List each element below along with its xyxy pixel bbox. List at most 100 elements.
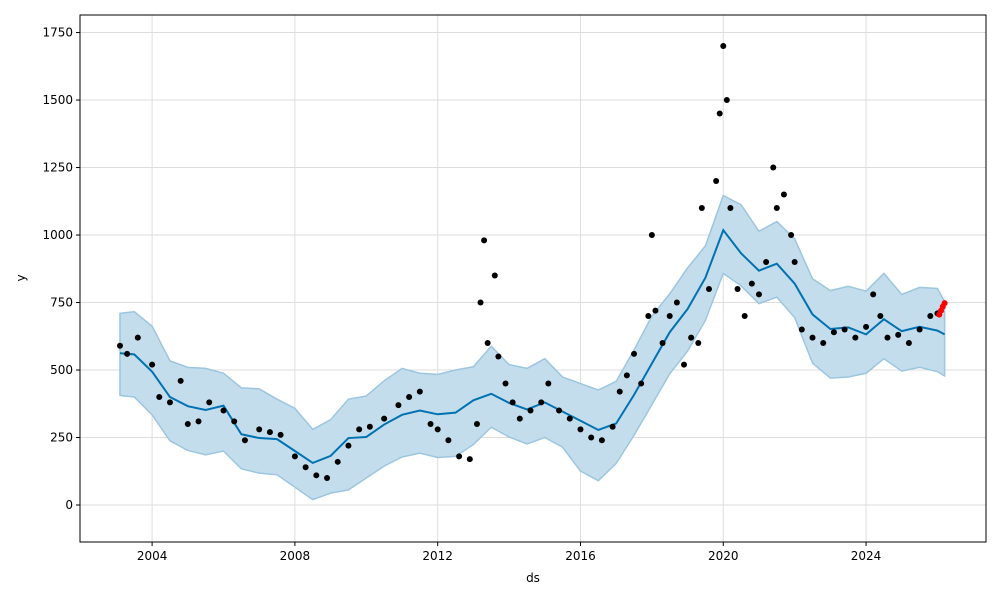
band-area: [119, 194, 946, 501]
observed-point: [477, 299, 484, 306]
x-tick-label: 2016: [565, 549, 596, 563]
observed-point: [734, 286, 741, 293]
observed-point: [124, 350, 131, 357]
observed-point: [134, 334, 141, 341]
observed-point: [231, 418, 238, 425]
observed-point: [666, 313, 673, 320]
observed-point: [863, 323, 870, 330]
observed-point: [266, 429, 273, 436]
observed-point: [720, 43, 727, 50]
observed-point: [566, 415, 573, 422]
observed-point: [381, 415, 388, 422]
observed-point: [748, 280, 755, 287]
x-tick-label: 2020: [708, 549, 739, 563]
observed-point: [406, 394, 413, 401]
x-tick-label: 2024: [851, 549, 882, 563]
observed-point: [652, 307, 659, 314]
observed-point: [877, 313, 884, 320]
observed-point: [631, 350, 638, 357]
observed-point: [509, 399, 516, 406]
observed-point: [481, 237, 488, 244]
observed-point: [484, 340, 491, 347]
observed-point: [516, 415, 523, 422]
observed-point: [870, 291, 877, 298]
forecast-line: [119, 228, 946, 465]
observed-point: [916, 326, 923, 333]
observed-point: [830, 329, 837, 336]
observed-point: [149, 361, 156, 368]
observed-point: [895, 331, 902, 338]
observed-point: [713, 178, 720, 185]
observed-point: [695, 340, 702, 347]
observed-point: [705, 286, 712, 293]
observed-point: [184, 421, 191, 428]
observed-point: [681, 361, 687, 368]
axis-ticks: 2004 2008 2012 2016 2020 2024 0 250 500 750 1000 12…: [42, 26, 881, 563]
observed-point: [659, 340, 666, 347]
observed-point: [648, 232, 655, 239]
x-tick-label: 2004: [137, 549, 168, 563]
observed-point: [313, 472, 320, 479]
observed-point: [416, 388, 423, 395]
observed-point: [456, 453, 463, 460]
uncertainty-band: [119, 194, 946, 501]
observed-point: [177, 377, 184, 384]
observed-point: [556, 407, 563, 414]
observed-point: [588, 434, 595, 441]
observed-point: [502, 380, 509, 387]
observed-point: [256, 426, 263, 433]
observed-point: [927, 313, 934, 320]
observed-point: [852, 334, 859, 341]
observed-point: [545, 380, 552, 387]
x-axis-label: ds: [526, 571, 540, 585]
observed-point: [345, 442, 352, 449]
observed-point: [727, 205, 734, 212]
observed-point: [356, 426, 363, 433]
observed-point: [688, 334, 695, 341]
observed-point: [623, 372, 630, 379]
observed-point: [698, 205, 705, 212]
observed-point: [434, 426, 441, 433]
observed-point: [609, 423, 616, 430]
observed-point: [791, 259, 798, 266]
observed-point: [324, 475, 331, 482]
observed-point: [884, 334, 891, 341]
observed-point: [366, 423, 373, 430]
x-tick-label: 2008: [280, 549, 311, 563]
observed-point: [788, 232, 795, 239]
observed-point: [598, 437, 605, 444]
observed-point: [755, 291, 762, 298]
observed-point: [773, 205, 780, 212]
observed-point: [334, 458, 341, 465]
observed-point: [798, 326, 805, 333]
y-tick-label: 1500: [42, 93, 73, 107]
observed-point: [820, 340, 827, 347]
observed-point: [302, 464, 309, 471]
y-tick-label: 0: [65, 498, 73, 512]
observed-point: [395, 402, 402, 409]
observed-point: [156, 394, 163, 401]
observed-point: [291, 453, 298, 460]
observed-point: [166, 399, 173, 406]
observed-point: [466, 456, 473, 463]
observed-point: [716, 110, 723, 117]
y-tick-label: 1000: [42, 228, 73, 242]
observed-point: [538, 399, 545, 406]
observed-point: [206, 399, 213, 406]
observed-point: [495, 353, 502, 360]
x-tick-label: 2012: [422, 549, 453, 563]
observed-point: [427, 421, 434, 428]
observed-point: [577, 426, 584, 433]
observed-point: [770, 164, 777, 171]
observed-point: [905, 340, 912, 347]
observed-point: [616, 388, 623, 395]
observed-point: [841, 326, 848, 333]
observed-point: [638, 380, 645, 387]
observed-point: [673, 299, 680, 306]
observed-point: [445, 437, 452, 444]
observed-point: [277, 431, 284, 438]
y-tick-label: 750: [50, 296, 73, 310]
observed-point: [527, 407, 534, 414]
observed-point: [741, 313, 748, 320]
